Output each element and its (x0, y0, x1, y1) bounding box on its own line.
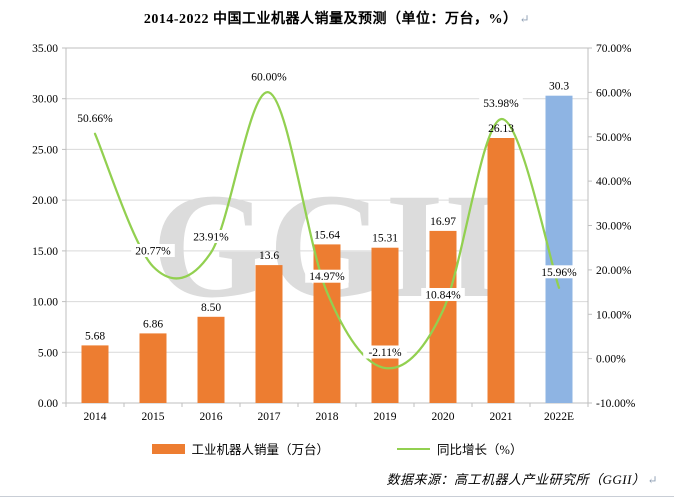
right-axis-tick-label: 0.00% (596, 354, 626, 366)
bar-value-label: 5.68 (85, 330, 105, 342)
bar-2018 (313, 244, 341, 403)
right-axis-tick-label: -10.00% (596, 398, 636, 410)
data-source-note: 数据来源：高工机器人产业研究所（GGII） ↵ (387, 469, 659, 488)
bar-value-label: 15.31 (372, 233, 398, 245)
bar-value-label: 15.64 (314, 229, 340, 241)
growth-value-label: 10.84% (425, 290, 461, 302)
growth-value-label: 20.77% (135, 246, 171, 258)
x-axis-category-label: 2014 (84, 411, 107, 423)
x-axis-category-label: 2017 (258, 411, 281, 423)
bar-value-label: 13.6 (259, 250, 279, 262)
bar-2014 (81, 345, 109, 403)
growth-label-bg (537, 265, 581, 279)
paragraph-mark: ↵ (647, 473, 658, 487)
bar-2015 (139, 333, 167, 403)
legend-label-growth: 同比增长（%） (437, 443, 523, 457)
bar-value-label: 26.13 (488, 123, 514, 135)
growth-label-bg (247, 69, 291, 83)
left-axis-tick-label: 20.00 (32, 195, 58, 207)
bar-2020 (429, 230, 457, 403)
growth-label-bg (131, 244, 175, 257)
bar-2017 (255, 265, 283, 403)
data-source-text: 数据来源：高工机器人产业研究所（GGII） (386, 472, 646, 487)
x-axis-category-label: 2021 (490, 411, 513, 423)
line-swatch-icon (397, 447, 431, 450)
paragraph-mark: ↵ (519, 12, 531, 26)
growth-value-label: 60.00% (251, 71, 287, 83)
growth-value-label: 14.97% (309, 271, 345, 283)
x-axis-category-label: 2015 (142, 411, 165, 423)
left-axis-tick-label: 35.00 (32, 43, 58, 55)
growth-label-bg (363, 345, 407, 359)
chart-title-text: 2014-2022 中国工业机器人销量及预测（单位：万台，%） (143, 12, 518, 27)
bar-value-label: 6.86 (143, 318, 163, 330)
growth-label-bg (479, 96, 523, 110)
growth-value-label: 50.66% (77, 113, 113, 125)
legend-item-growth: 同比增长（%） (397, 439, 522, 458)
growth-value-label: 53.98% (483, 98, 519, 110)
growth-label-bg (421, 288, 465, 301)
left-axis-tick-label: 25.00 (32, 144, 58, 156)
bottom-divider (0, 496, 674, 497)
right-axis-tick-label: 70.00% (596, 43, 632, 55)
right-axis-tick-label: 40.00% (596, 176, 632, 188)
bar-2019 (371, 247, 399, 403)
chart-canvas: GGII0.005.0010.0015.0020.0025.0030.0035.… (32, 43, 636, 423)
left-axis-tick-label: 0.00 (38, 398, 58, 410)
bar-value-label: 16.97 (430, 216, 456, 228)
growth-label-bg (189, 230, 233, 243)
growth-label-bg (73, 111, 117, 125)
right-axis-tick-label: 30.00% (596, 221, 632, 233)
bar-value-label: 30.3 (549, 81, 569, 93)
left-axis-tick-label: 5.00 (38, 347, 58, 359)
right-axis-tick-label: 20.00% (596, 265, 632, 277)
chart-title: 2014-2022 中国工业机器人销量及预测（单位：万台，%） ↵ (0, 8, 674, 28)
legend-item-sales: 工业机器人销量（万台） (151, 439, 330, 458)
growth-value-label: 23.91% (193, 232, 229, 244)
legend-label-sales: 工业机器人销量（万台） (191, 443, 330, 457)
legend: 工业机器人销量（万台） 同比增长（%） (0, 439, 674, 458)
growth-value-label: 15.96% (541, 267, 577, 279)
bar-value-label: 8.50 (201, 302, 221, 314)
bar-2016 (197, 316, 225, 403)
x-axis-category-label: 2018 (316, 411, 339, 423)
growth-value-label: -2.11% (368, 347, 402, 359)
x-axis-category-label: 2019 (374, 411, 397, 423)
growth-line (93, 91, 561, 370)
x-axis-category-label: 2016 (200, 411, 223, 423)
right-axis-tick-label: 60.00% (596, 87, 632, 99)
bar-swatch-icon (151, 443, 185, 454)
x-axis-category-label: 2020 (432, 411, 455, 423)
right-axis-tick-label: 10.00% (596, 309, 632, 321)
left-axis-tick-label: 15.00 (32, 246, 58, 258)
left-axis-tick-label: 30.00 (32, 94, 58, 106)
right-axis-tick-label: 50.00% (596, 132, 632, 144)
bar-2022E (545, 95, 573, 403)
left-axis-tick-label: 10.00 (32, 297, 58, 309)
bar-2021 (487, 138, 515, 403)
growth-label-bg (305, 269, 349, 283)
x-axis-category-label: 2022E (544, 411, 574, 423)
